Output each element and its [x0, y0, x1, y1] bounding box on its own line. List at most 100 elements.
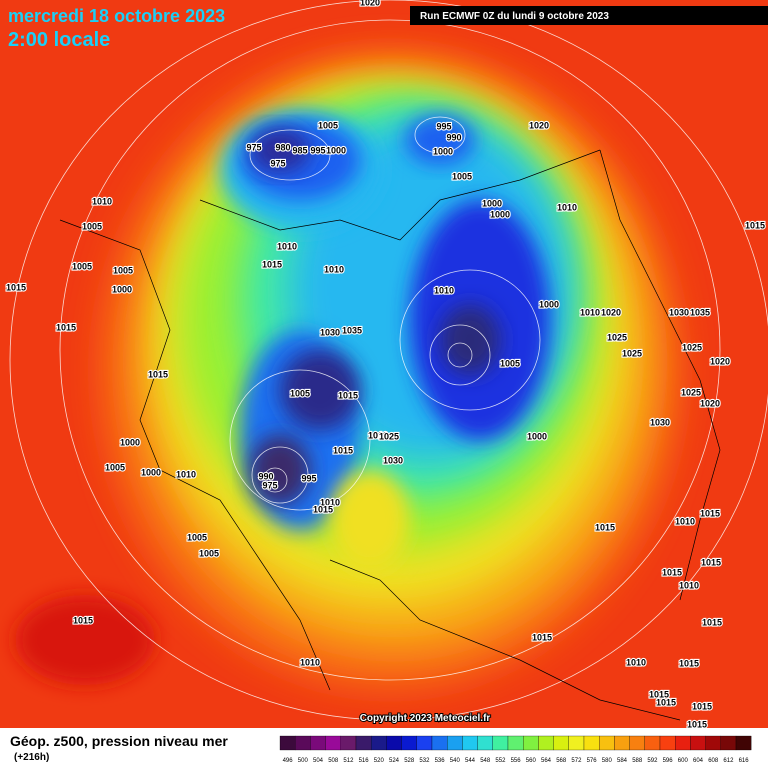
pressure-label: 1015 — [595, 522, 615, 532]
pressure-label: 1020 — [710, 356, 730, 366]
pressure-label: 1005 — [105, 462, 125, 472]
pressure-label: 1015 — [338, 390, 358, 400]
field — [0, 0, 768, 728]
legend-swatch — [279, 735, 296, 751]
legend-label: 584 — [617, 758, 628, 764]
pressure-label: 1015 — [662, 567, 682, 577]
legend-label: 568 — [556, 758, 567, 764]
legend-label: 508 — [328, 758, 339, 764]
pressure-label: 1000 — [527, 431, 547, 441]
pressure-label: 1020 — [700, 398, 720, 408]
pressure-label: 1015 — [262, 259, 282, 269]
pressure-label: 990 — [446, 132, 461, 142]
pressure-label: 1015 — [148, 369, 168, 379]
legend-swatch — [690, 735, 706, 751]
run-info: Run ECMWF 0Z du lundi 9 octobre 2023 — [420, 11, 609, 22]
legend-label: 592 — [647, 758, 658, 764]
pressure-label: 1015 — [687, 719, 707, 729]
pressure-label: 1015 — [700, 508, 720, 518]
pressure-label: 1010 — [324, 264, 344, 274]
pressure-label: 1030 — [650, 417, 670, 427]
legend-swatch — [371, 735, 387, 751]
pressure-label: 1010 — [300, 657, 320, 667]
pressure-label: 1010 — [368, 430, 388, 440]
legend-swatch — [507, 735, 524, 751]
pressure-label: 1010 — [675, 516, 695, 526]
footer-lead: (+216h) — [14, 752, 49, 763]
pressure-label: 1000 — [120, 437, 140, 447]
legend-label: 600 — [678, 758, 689, 764]
pressure-label: 1015 — [73, 615, 93, 625]
pressure-label: 1025 — [622, 348, 642, 358]
legend-label: 540 — [450, 758, 461, 764]
legend-label: 580 — [602, 758, 613, 764]
legend-swatch — [325, 735, 341, 751]
pressure-label: 1005 — [72, 261, 92, 271]
legend-swatch — [583, 735, 600, 751]
legend-swatch — [431, 735, 448, 751]
pressure-label: 1005 — [82, 221, 102, 231]
legend-swatch — [295, 735, 311, 751]
legend-swatch — [720, 735, 737, 751]
pressure-label: 1035 — [342, 325, 362, 335]
legend-label: 588 — [632, 758, 643, 764]
pressure-label: 985 — [292, 145, 307, 155]
legend-swatch — [735, 735, 752, 751]
legend-swatch — [355, 735, 372, 751]
legend-swatch — [523, 735, 539, 751]
legend-label: 496 — [283, 758, 294, 764]
legend-label: 524 — [389, 758, 400, 764]
legend-label: 548 — [480, 758, 491, 764]
pressure-label: 975 — [246, 142, 261, 152]
legend-label: 544 — [465, 758, 476, 764]
pressure-label: 1010 — [320, 497, 340, 507]
pressure-label: 1015 — [701, 557, 721, 567]
legend-label: 516 — [359, 758, 370, 764]
pressure-label: 1015 — [656, 697, 676, 707]
legend-label: 552 — [495, 758, 506, 764]
local-time: 2:00 locale — [8, 29, 110, 51]
legend-swatch — [675, 735, 691, 751]
legend-label: 560 — [526, 758, 537, 764]
legend-swatch — [386, 735, 402, 751]
legend-label: 512 — [343, 758, 354, 764]
pressure-label: 1010 — [626, 657, 646, 667]
valid-date: mercredi 18 octobre 2023 — [8, 6, 225, 26]
legend: 496 500 504 508 512 516 520 524 528 532 536 540 544 5… — [279, 735, 752, 764]
pressure-label: 1010 — [679, 580, 699, 590]
pressure-label: 1015 — [649, 689, 669, 699]
pressure-label: 990 — [258, 471, 273, 481]
pressure-label: 1025 — [607, 332, 627, 342]
pressure-label: 980 — [275, 142, 290, 152]
pressure-label: 1030 — [320, 327, 340, 337]
pressure-label: 1005 — [452, 171, 472, 181]
pressure-label: 1000 — [433, 146, 453, 156]
legend-label: 536 — [435, 758, 446, 764]
legend-swatch — [401, 735, 417, 751]
legend-swatch — [310, 735, 326, 751]
legend-label: 572 — [571, 758, 582, 764]
pressure-label: 1025 — [379, 431, 399, 441]
pressure-label: 1020 — [601, 307, 621, 317]
pressure-label: 1015 — [679, 658, 699, 668]
pressure-label: 1030 — [383, 455, 403, 465]
pressure-label: 1025 — [682, 342, 702, 352]
legend-label: 608 — [708, 758, 719, 764]
pressure-label: 1030 — [669, 307, 689, 317]
legend-label: 556 — [511, 758, 522, 764]
pressure-label: 1015 — [702, 617, 722, 627]
footer-title: Géop. z500, pression niveau mer — [10, 733, 228, 749]
pressure-label: 1005 — [318, 120, 338, 130]
pressure-label: 1005 — [290, 388, 310, 398]
pressure-label: 1000 — [490, 209, 510, 219]
legend-label: 616 — [739, 758, 750, 764]
pressure-label: 1015 — [745, 220, 765, 230]
legend-swatch — [629, 735, 645, 751]
legend-swatch — [538, 735, 554, 751]
pressure-label: 1005 — [113, 265, 133, 275]
pressure-label: 1010 — [277, 241, 297, 251]
legend-swatch — [568, 735, 585, 751]
pressure-label: 1015 — [532, 632, 552, 642]
legend-swatch — [705, 735, 721, 751]
